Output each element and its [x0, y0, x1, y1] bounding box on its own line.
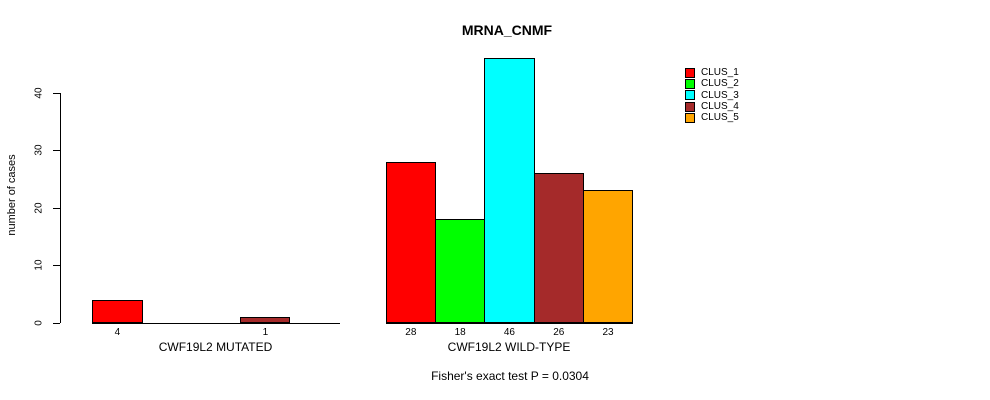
bar-value-label: 26 [553, 326, 565, 338]
chart-title: MRNA_CNMF [461, 22, 553, 38]
legend-row: CLUS_2 [685, 78, 739, 89]
legend-row: CLUS_3 [685, 90, 739, 101]
bar-CLUS_4-group0 [240, 316, 291, 324]
legend-swatch-CLUS_1 [685, 67, 695, 78]
bar-CLUS_4-group1 [533, 173, 584, 324]
x-baseline [92, 322, 340, 324]
bar-value-label: 1 [262, 326, 269, 338]
legend-label: CLUS_5 [701, 112, 739, 124]
legend: CLUS_1 CLUS_2 CLUS_3 CLUS_4 CLUS_5 [685, 67, 739, 123]
legend-swatch-CLUS_2 [685, 78, 695, 89]
y-tick-label: 10 [33, 259, 45, 271]
fisher-test-annotation: Fisher's exact test P = 0.0304 [431, 369, 589, 383]
y-tick [53, 265, 60, 267]
legend-swatch-CLUS_5 [685, 112, 695, 123]
y-tick [53, 322, 60, 324]
bar-value-label: 28 [405, 326, 417, 338]
y-tick-label: 30 [33, 144, 45, 156]
legend-swatch-CLUS_4 [685, 101, 695, 112]
legend-label: CLUS_3 [701, 89, 739, 101]
legend-row: CLUS_1 [685, 67, 739, 78]
legend-label: CLUS_4 [701, 101, 739, 113]
group-label-wildtype: CWF19L2 WILD-TYPE [447, 340, 571, 354]
legend-swatch-CLUS_3 [685, 90, 695, 101]
y-axis-title: number of cases [6, 154, 18, 236]
legend-row: CLUS_5 [685, 112, 739, 123]
legend-label: CLUS_2 [701, 78, 739, 90]
bar-value-label: 4 [114, 326, 121, 338]
y-axis-line [60, 92, 61, 324]
bar-CLUS_1-group0 [92, 299, 143, 324]
bar-CLUS_3-group1 [484, 58, 535, 324]
y-tick [53, 207, 60, 209]
bar-CLUS_1-group1 [385, 161, 436, 324]
y-tick [53, 92, 60, 94]
y-tick [53, 150, 60, 152]
legend-row: CLUS_4 [685, 101, 739, 112]
group-label-mutated: CWF19L2 MUTATED [158, 340, 273, 354]
bar-value-label: 46 [503, 326, 515, 338]
bar-value-label: 18 [454, 326, 466, 338]
bar-CLUS_2-group1 [435, 219, 486, 324]
bar-value-label: 23 [602, 326, 614, 338]
y-tick-label: 20 [33, 202, 45, 214]
y-tick-label: 0 [33, 319, 45, 326]
legend-label: CLUS_1 [701, 67, 739, 79]
bar-CLUS_5-group1 [582, 190, 634, 324]
y-tick-label: 40 [33, 87, 45, 99]
